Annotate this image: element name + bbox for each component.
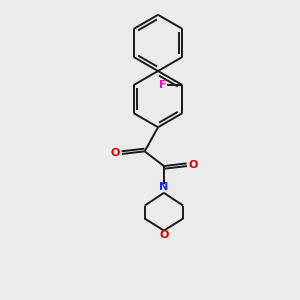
Text: F: F [158, 80, 166, 90]
Text: O: O [159, 230, 169, 240]
Text: N: N [159, 182, 169, 192]
Text: O: O [110, 148, 120, 158]
Text: O: O [189, 160, 198, 170]
